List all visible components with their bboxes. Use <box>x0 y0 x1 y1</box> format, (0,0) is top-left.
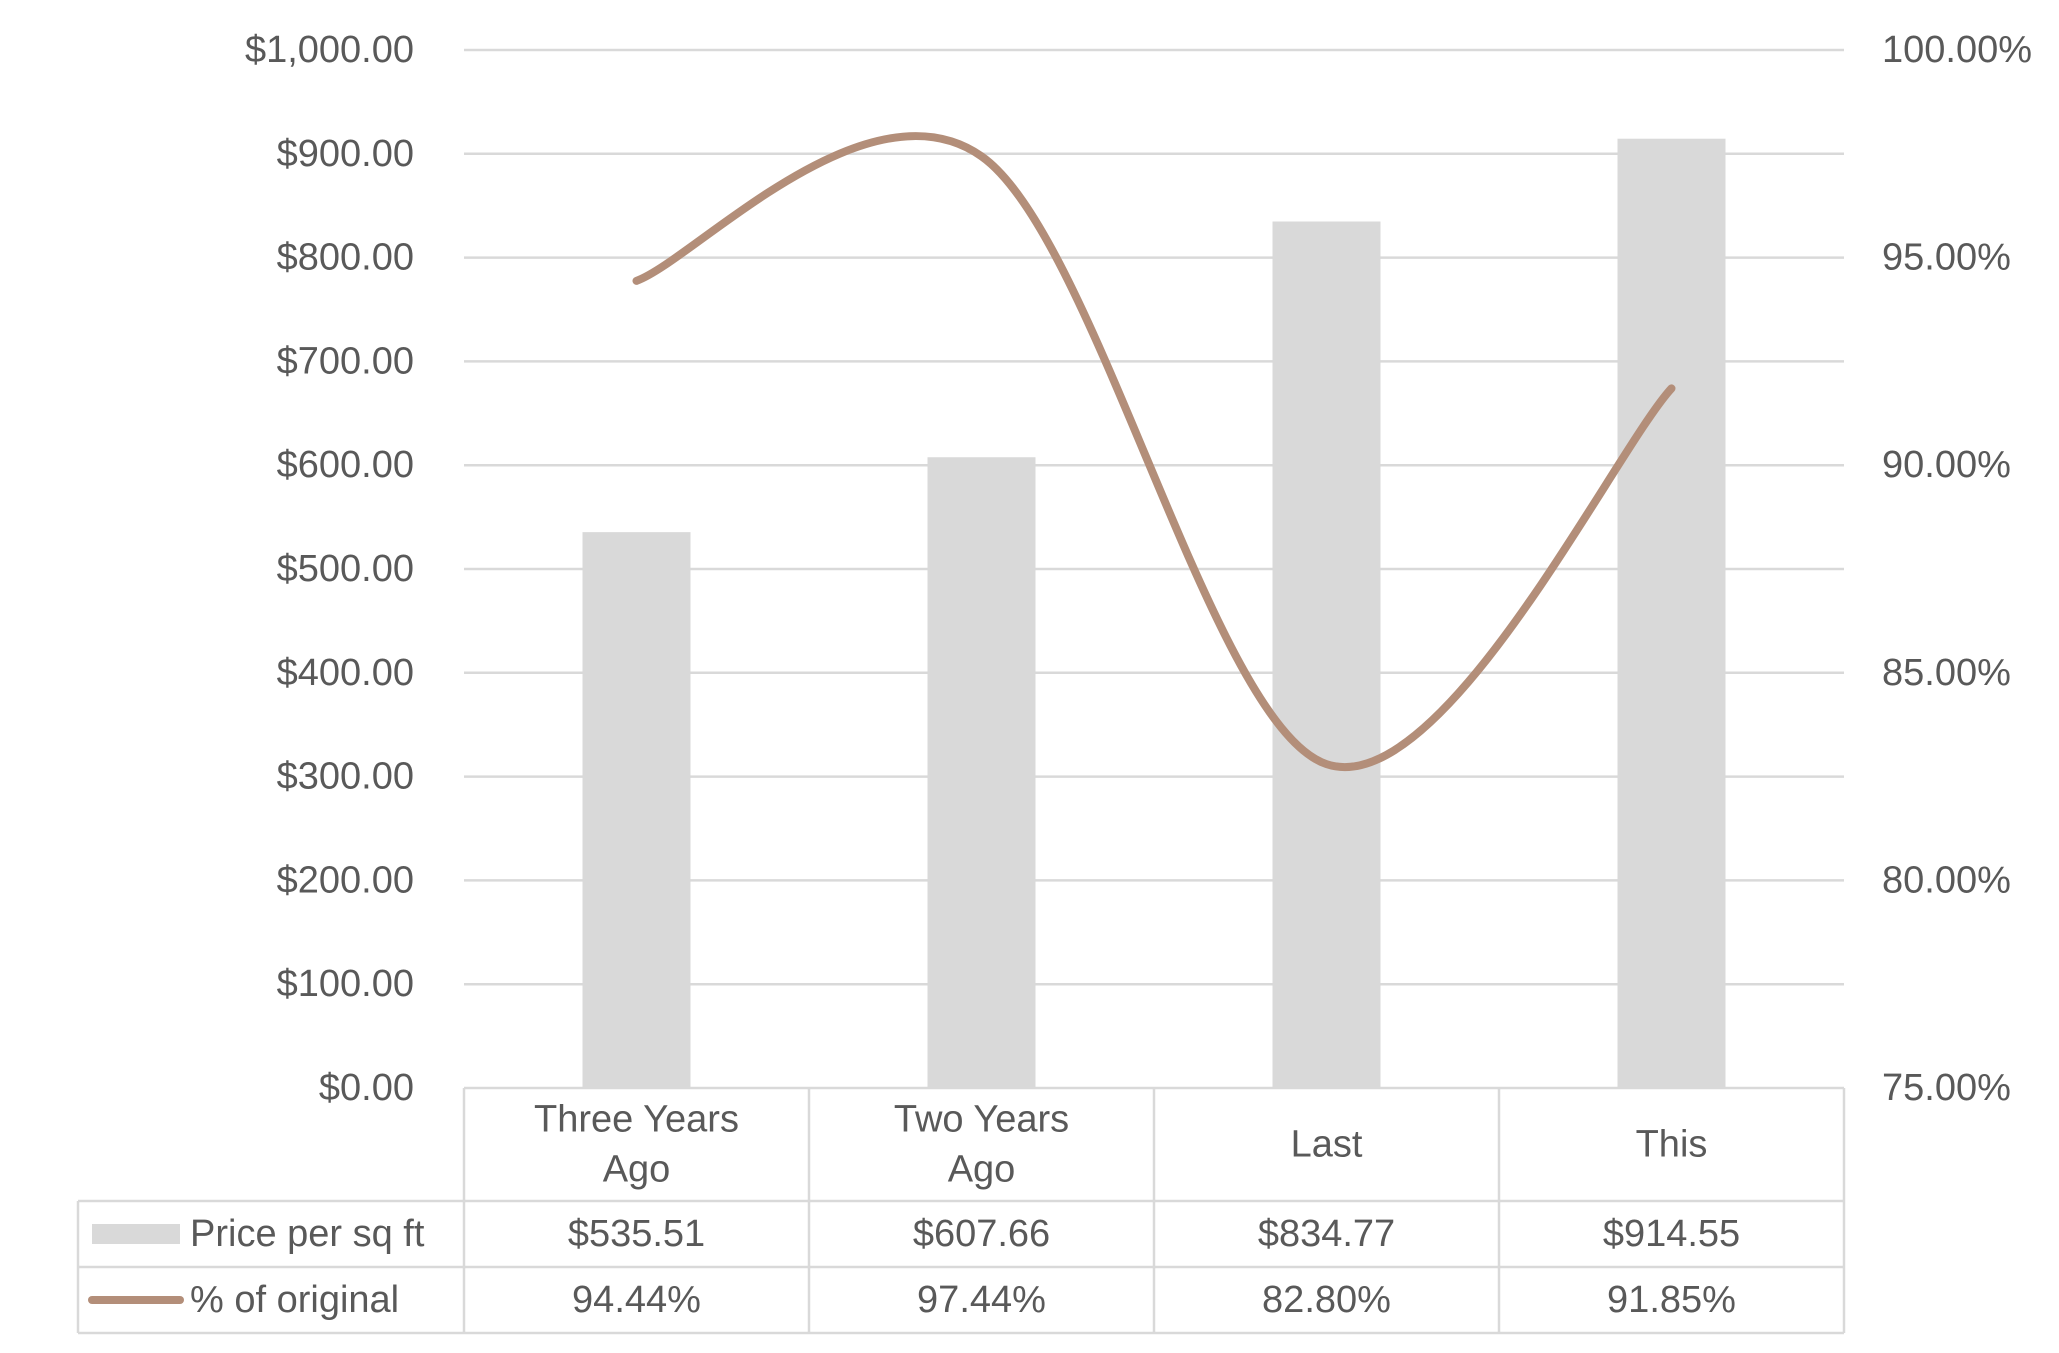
y-left-tick-label: $500.00 <box>277 548 414 590</box>
category-label: This <box>1636 1124 1708 1166</box>
data-table-value: 91.85% <box>1607 1279 1736 1321</box>
category-label: Last <box>1291 1124 1363 1166</box>
y-left-tick-label: $200.00 <box>277 859 414 901</box>
data-table-value: $834.77 <box>1258 1213 1395 1255</box>
data-table-value: 97.44% <box>917 1279 1046 1321</box>
bar <box>582 532 691 1088</box>
data-table-value: $914.55 <box>1603 1213 1740 1255</box>
left-axis-ticks: $0.00 $100.00 $200.00 $300.00 $400.00 $500.00… <box>245 29 414 1109</box>
line-path <box>632 132 1676 771</box>
data-table: Three Years Ago Two Years Ago Last This Price … <box>76 1086 1846 1335</box>
y-left-tick-label: $400.00 <box>277 652 414 694</box>
line-series <box>632 132 1676 771</box>
y-right-tick-label: 90.00% <box>1882 444 2011 486</box>
category-label: Three Years <box>534 1099 739 1141</box>
data-table-value: $535.51 <box>568 1213 705 1255</box>
y-right-tick-label: 75.00% <box>1882 1067 2011 1109</box>
y-left-tick-label: $900.00 <box>277 133 414 175</box>
y-left-tick-label: $100.00 <box>277 963 414 1005</box>
category-label: Ago <box>948 1149 1016 1191</box>
right-axis-ticks: 75.00% 80.00% 85.00% 90.00% 95.00% 100.00% <box>1882 29 2032 1109</box>
category-label: Two Years <box>894 1099 1069 1141</box>
data-table-value: 82.80% <box>1262 1279 1391 1321</box>
y-left-tick-label: $1,000.00 <box>245 29 414 71</box>
bar <box>1617 138 1726 1089</box>
y-left-tick-label: $300.00 <box>277 756 414 798</box>
y-right-tick-label: 95.00% <box>1882 237 2011 279</box>
y-left-tick-label: $700.00 <box>277 340 414 382</box>
data-table-value: 94.44% <box>572 1279 701 1321</box>
bar-series <box>582 138 1726 1089</box>
legend-key-bar <box>92 1224 180 1244</box>
y-right-tick-label: 100.00% <box>1882 29 2032 71</box>
legend-label: % of original <box>190 1279 399 1321</box>
y-right-tick-label: 80.00% <box>1882 859 2011 901</box>
category-label: Ago <box>603 1149 671 1191</box>
data-table-value: $607.66 <box>913 1213 1050 1255</box>
bar <box>927 457 1036 1089</box>
legend-label: Price per sq ft <box>190 1213 425 1255</box>
y-right-tick-label: 85.00% <box>1882 652 2011 694</box>
y-left-tick-label: $800.00 <box>277 237 414 279</box>
y-left-tick-label: $600.00 <box>277 444 414 486</box>
gridlines <box>464 48 1844 986</box>
bar <box>1272 221 1381 1089</box>
y-left-tick-label: $0.00 <box>319 1067 414 1109</box>
